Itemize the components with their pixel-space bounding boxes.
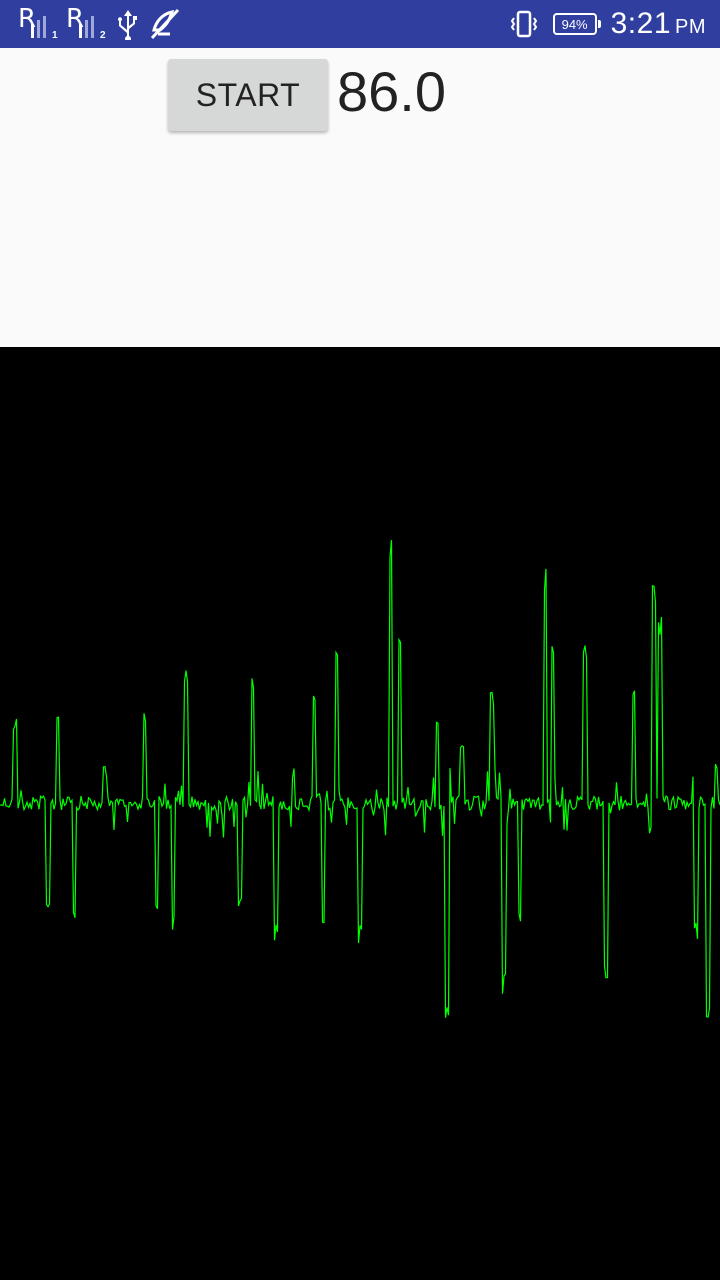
signal-bars-icon — [31, 16, 46, 38]
level-readout: 86.0 — [337, 60, 446, 123]
status-left: R 1 R 2 — [18, 0, 182, 48]
clock-time: 3:21 — [610, 7, 671, 40]
clock-ampm: PM — [675, 16, 706, 38]
sim1-slot: 1 — [52, 30, 58, 41]
control-panel: START 86.0 — [0, 48, 720, 347]
battery-icon: 94% — [552, 13, 601, 35]
sim2-slot: 2 — [100, 30, 106, 41]
status-clock: 3:21 PM — [611, 7, 706, 41]
status-right: 94% 3:21 PM — [509, 0, 706, 48]
signal-bars-icon — [79, 16, 94, 38]
battery-percent: 94% — [561, 16, 588, 32]
vibrate-icon — [510, 10, 537, 38]
usb-icon — [118, 10, 137, 40]
sim2-signal-icon: R 2 — [66, 4, 108, 44]
sim1-signal-icon: R 1 — [18, 4, 60, 44]
notification-muted-icon — [150, 8, 180, 40]
waveform-line — [0, 540, 720, 1018]
waveform-view — [0, 347, 720, 1280]
waveform-plot — [0, 540, 720, 1018]
start-button[interactable]: START — [168, 59, 328, 131]
status-bar: R 1 R 2 — [0, 0, 720, 48]
